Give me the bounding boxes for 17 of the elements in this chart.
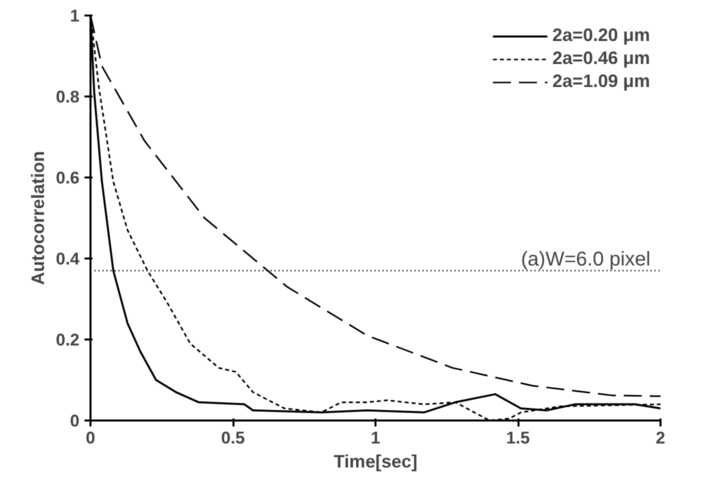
y-tick-label: 0.4 <box>56 250 80 268</box>
y-tick-label: 0.2 <box>56 330 80 350</box>
legend-label: 2a=0.46 μm <box>552 48 650 69</box>
y-tick-label: 1 <box>70 6 80 26</box>
x-tick-label: 1 <box>370 428 380 448</box>
x-axis-title: Time[sec] <box>334 452 418 472</box>
y-tick-label: 0.6 <box>56 168 80 188</box>
x-tick-label: 0 <box>86 428 96 448</box>
y-tick-label: 0.8 <box>56 88 80 106</box>
x-tick-label: 2 <box>656 428 666 448</box>
x-tick-label: 0.5 <box>221 428 245 448</box>
x-tick-label: 1.5 <box>506 428 530 448</box>
legend-label: 2a=1.09 μm <box>552 71 650 92</box>
annotation: (a)W=6.0 pixel <box>521 248 651 270</box>
y-tick-label: 0 <box>70 412 80 430</box>
legend-label: 2a=0.20 μm <box>552 25 650 46</box>
y-axis-title: Autocorrelation <box>28 150 48 286</box>
